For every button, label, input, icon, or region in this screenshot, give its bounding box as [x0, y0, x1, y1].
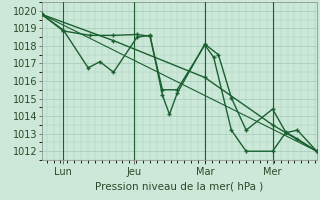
X-axis label: Pression niveau de la mer( hPa ): Pression niveau de la mer( hPa ) [95, 181, 263, 191]
